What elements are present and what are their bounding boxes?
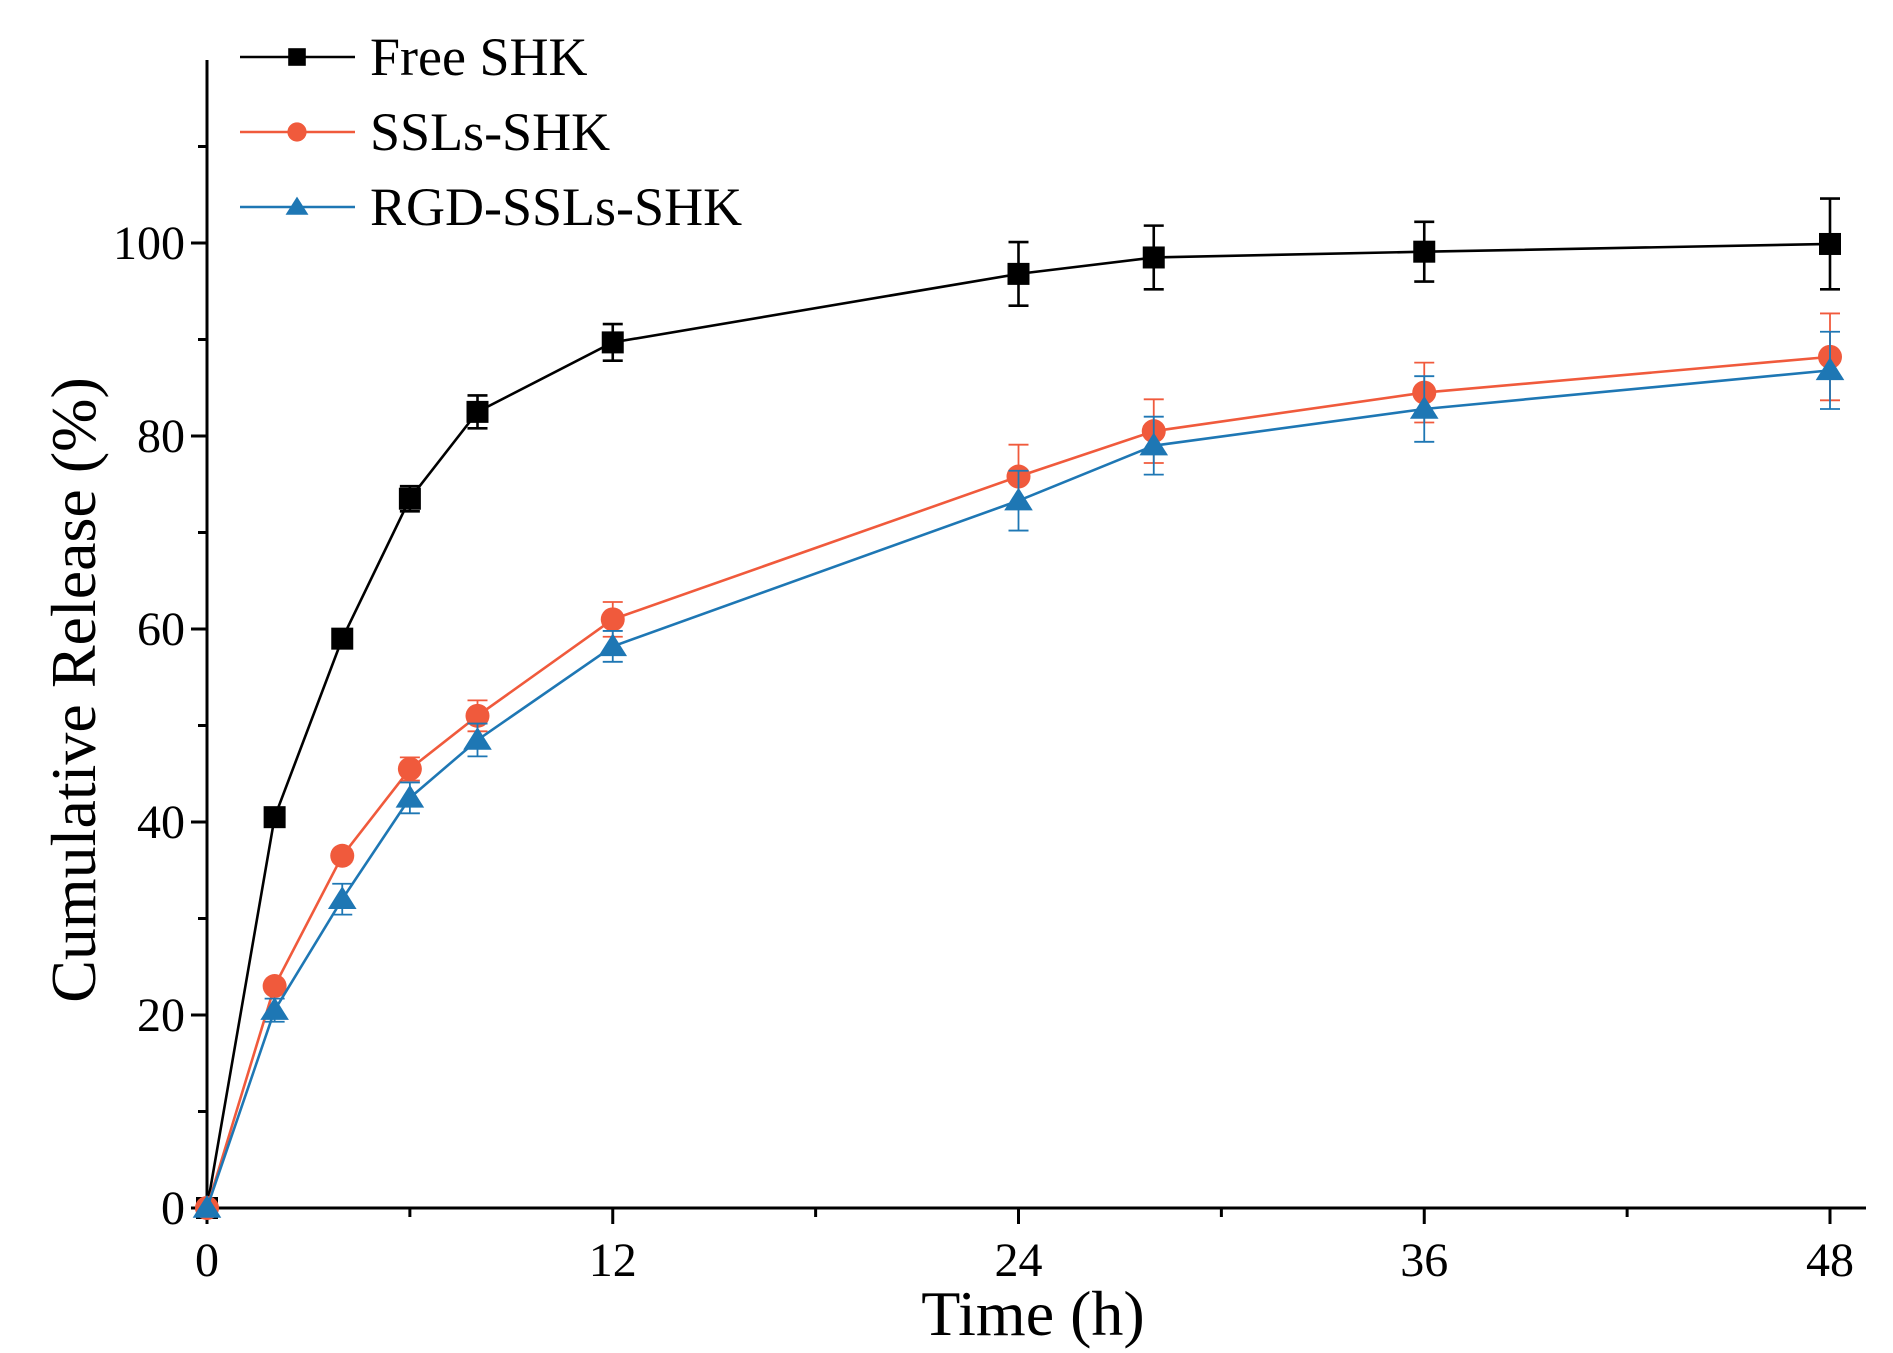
legend-marker-2	[285, 196, 309, 215]
x-tick-label-3: 36	[1400, 1234, 1448, 1287]
x-tick-label-0: 0	[195, 1234, 219, 1287]
point-2-3	[395, 784, 425, 808]
y-tick-label-3: 60	[137, 603, 185, 656]
series-line-2	[205, 369, 1831, 1209]
x-tick-label-2: 24	[995, 1234, 1043, 1287]
point-0-6	[1007, 262, 1030, 285]
legend-item-2: RGD-SSLs-SHK	[240, 177, 742, 237]
legend-item-0: Free SHK	[240, 27, 587, 87]
legend-label-2: RGD-SSLs-SHK	[370, 177, 742, 237]
point-0-3	[398, 487, 421, 510]
point-0-2	[331, 627, 354, 650]
point-2-8	[1409, 395, 1439, 419]
x-tick-label-4: 48	[1806, 1234, 1854, 1287]
y-axis-title: Cumulative Release (%)	[38, 377, 109, 1003]
y-tick-label-4: 80	[137, 410, 185, 463]
point-1-3	[397, 756, 422, 781]
y-tick-label-2: 40	[137, 796, 185, 849]
point-1-5	[600, 607, 625, 632]
series-line-0	[205, 242, 1831, 1209]
x-tick-label-1: 12	[589, 1234, 637, 1287]
legend-marker-0	[288, 48, 306, 66]
point-2-1	[260, 997, 289, 1020]
point-2-9	[1815, 357, 1845, 381]
point-2-4	[463, 726, 492, 750]
point-1-2	[330, 843, 355, 868]
y-tick-label-0: 0	[161, 1182, 185, 1235]
point-0-7	[1142, 246, 1165, 269]
point-2-5	[598, 633, 628, 657]
series-0	[196, 197, 1841, 1219]
point-2-0	[192, 1195, 222, 1218]
legend-label-0: Free SHK	[370, 27, 587, 87]
legend-item-1: SSLs-SHK	[240, 102, 610, 162]
legend: Free SHK SSLs-SHK RGD-SSLs-SHK	[240, 27, 742, 237]
point-2-2	[327, 886, 357, 909]
point-1-1	[262, 974, 287, 999]
plot-area: 0 12 24 36 48 0 20 40 60 80 100	[113, 60, 1866, 1287]
series-2	[192, 330, 1845, 1218]
point-0-8	[1413, 240, 1436, 263]
legend-marker-1	[287, 122, 307, 142]
point-0-9	[1819, 232, 1841, 255]
point-2-7	[1139, 432, 1169, 456]
point-2-6	[1004, 487, 1033, 511]
series-1	[195, 312, 1842, 1220]
series-line-1	[205, 355, 1831, 1209]
x-axis-title: Time (h)	[921, 1278, 1144, 1349]
point-0-5	[601, 331, 624, 354]
point-0-4	[466, 400, 489, 423]
legend-label-1: SSLs-SHK	[370, 102, 610, 162]
point-0-1	[263, 806, 286, 829]
y-tick-label-5: 100	[113, 217, 185, 270]
point-1-4	[465, 703, 490, 728]
y-tick-label-1: 20	[137, 989, 185, 1042]
